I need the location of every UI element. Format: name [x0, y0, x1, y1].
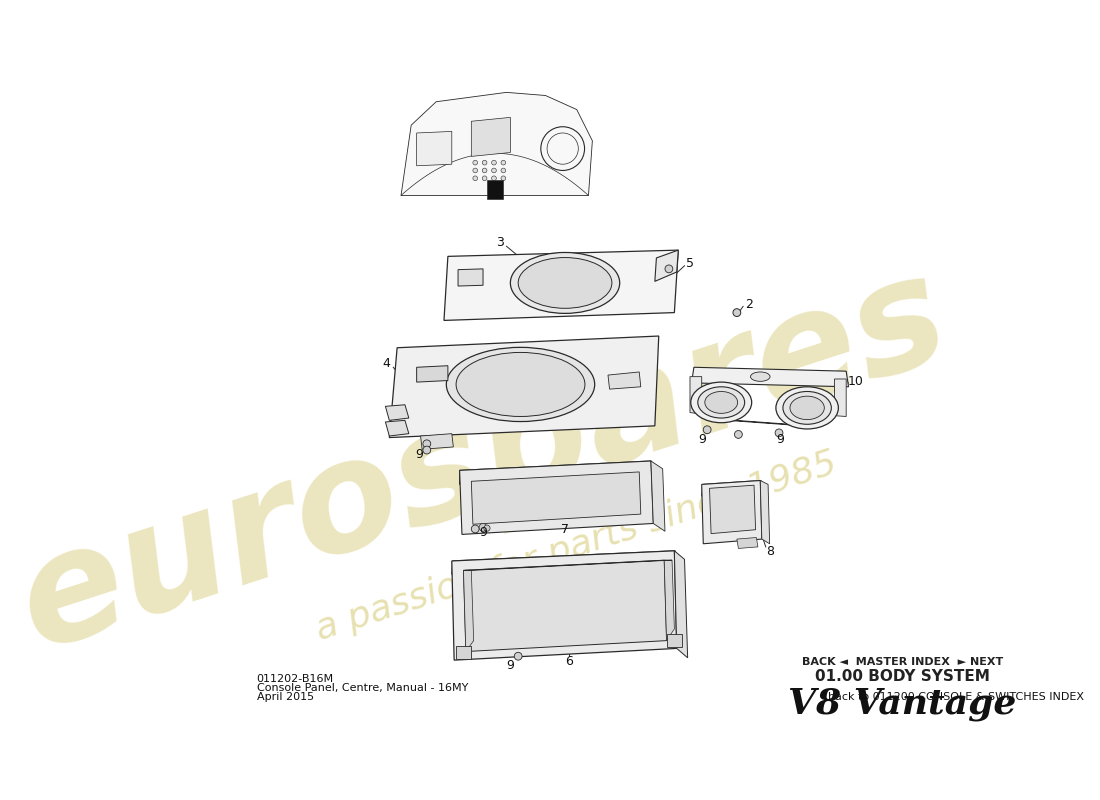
Circle shape [733, 309, 740, 317]
Circle shape [422, 446, 431, 454]
Circle shape [492, 160, 496, 165]
Circle shape [500, 176, 506, 181]
Polygon shape [664, 560, 674, 641]
Ellipse shape [518, 258, 612, 308]
Circle shape [482, 168, 487, 173]
Text: V8 Vantage: V8 Vantage [789, 687, 1016, 722]
Circle shape [500, 160, 506, 165]
Ellipse shape [783, 391, 832, 424]
Text: 9: 9 [506, 659, 515, 672]
Text: 9: 9 [415, 448, 422, 462]
Circle shape [471, 525, 480, 533]
Circle shape [480, 523, 487, 531]
Ellipse shape [456, 353, 585, 417]
Ellipse shape [705, 391, 738, 414]
Circle shape [515, 652, 522, 660]
Text: Console Panel, Centre, Manual - 16MY: Console Panel, Centre, Manual - 16MY [256, 683, 468, 693]
Circle shape [492, 176, 496, 181]
Polygon shape [458, 269, 483, 286]
Circle shape [422, 440, 431, 448]
Text: 9: 9 [697, 433, 705, 446]
Polygon shape [385, 420, 409, 436]
Circle shape [666, 265, 673, 273]
Polygon shape [471, 472, 641, 524]
Polygon shape [608, 372, 641, 389]
Polygon shape [692, 367, 848, 386]
Text: 5: 5 [686, 257, 694, 270]
Text: April 2015: April 2015 [256, 692, 314, 702]
Polygon shape [702, 481, 762, 544]
Polygon shape [417, 131, 452, 166]
Polygon shape [463, 570, 474, 651]
Polygon shape [654, 250, 679, 282]
Polygon shape [737, 538, 758, 549]
Text: 01.00 BODY SYSTEM: 01.00 BODY SYSTEM [815, 670, 990, 684]
Polygon shape [667, 634, 682, 647]
Text: 9: 9 [480, 526, 487, 539]
Polygon shape [389, 336, 659, 438]
Polygon shape [460, 461, 653, 534]
Text: a passion for parts since 1985: a passion for parts since 1985 [312, 446, 842, 647]
Polygon shape [674, 550, 688, 658]
Polygon shape [690, 377, 702, 414]
Polygon shape [710, 485, 756, 534]
Polygon shape [452, 550, 675, 574]
Polygon shape [420, 434, 453, 450]
Polygon shape [402, 92, 593, 195]
Circle shape [484, 525, 491, 531]
Ellipse shape [790, 396, 824, 419]
Polygon shape [835, 379, 846, 417]
Text: 3: 3 [496, 236, 504, 249]
Polygon shape [760, 481, 770, 544]
Ellipse shape [776, 386, 838, 429]
Ellipse shape [510, 253, 619, 314]
Text: BACK ◄  MASTER INDEX  ► NEXT: BACK ◄ MASTER INDEX ► NEXT [802, 657, 1003, 667]
Polygon shape [717, 419, 811, 426]
Circle shape [473, 160, 477, 165]
Polygon shape [385, 405, 409, 420]
Text: back to 011200 CONSOLE & SWITCHES INDEX: back to 011200 CONSOLE & SWITCHES INDEX [828, 692, 1085, 702]
Text: 2: 2 [745, 298, 752, 310]
Circle shape [735, 430, 743, 438]
Text: 10: 10 [848, 375, 864, 388]
Polygon shape [444, 250, 679, 321]
Circle shape [473, 168, 477, 173]
Ellipse shape [697, 386, 745, 418]
Polygon shape [455, 646, 471, 658]
Text: 011202-B16M: 011202-B16M [256, 674, 333, 683]
Circle shape [703, 426, 711, 434]
Circle shape [473, 176, 477, 181]
Text: 7: 7 [561, 523, 569, 536]
Text: 8: 8 [767, 545, 774, 558]
Text: 4: 4 [383, 357, 390, 370]
Ellipse shape [691, 382, 751, 422]
Polygon shape [452, 550, 676, 660]
Polygon shape [487, 180, 503, 199]
Text: 6: 6 [565, 655, 573, 668]
Polygon shape [463, 560, 667, 651]
Text: eurospares: eurospares [1, 241, 966, 681]
Polygon shape [702, 481, 761, 496]
Circle shape [500, 168, 506, 173]
Polygon shape [417, 366, 448, 382]
Ellipse shape [447, 347, 595, 422]
Circle shape [482, 160, 487, 165]
Circle shape [492, 168, 496, 173]
Circle shape [482, 176, 487, 181]
Polygon shape [463, 560, 672, 570]
Ellipse shape [750, 372, 770, 382]
Text: 9: 9 [776, 433, 783, 446]
Circle shape [776, 429, 783, 437]
Polygon shape [460, 461, 651, 485]
Polygon shape [471, 118, 510, 157]
Polygon shape [651, 461, 666, 531]
